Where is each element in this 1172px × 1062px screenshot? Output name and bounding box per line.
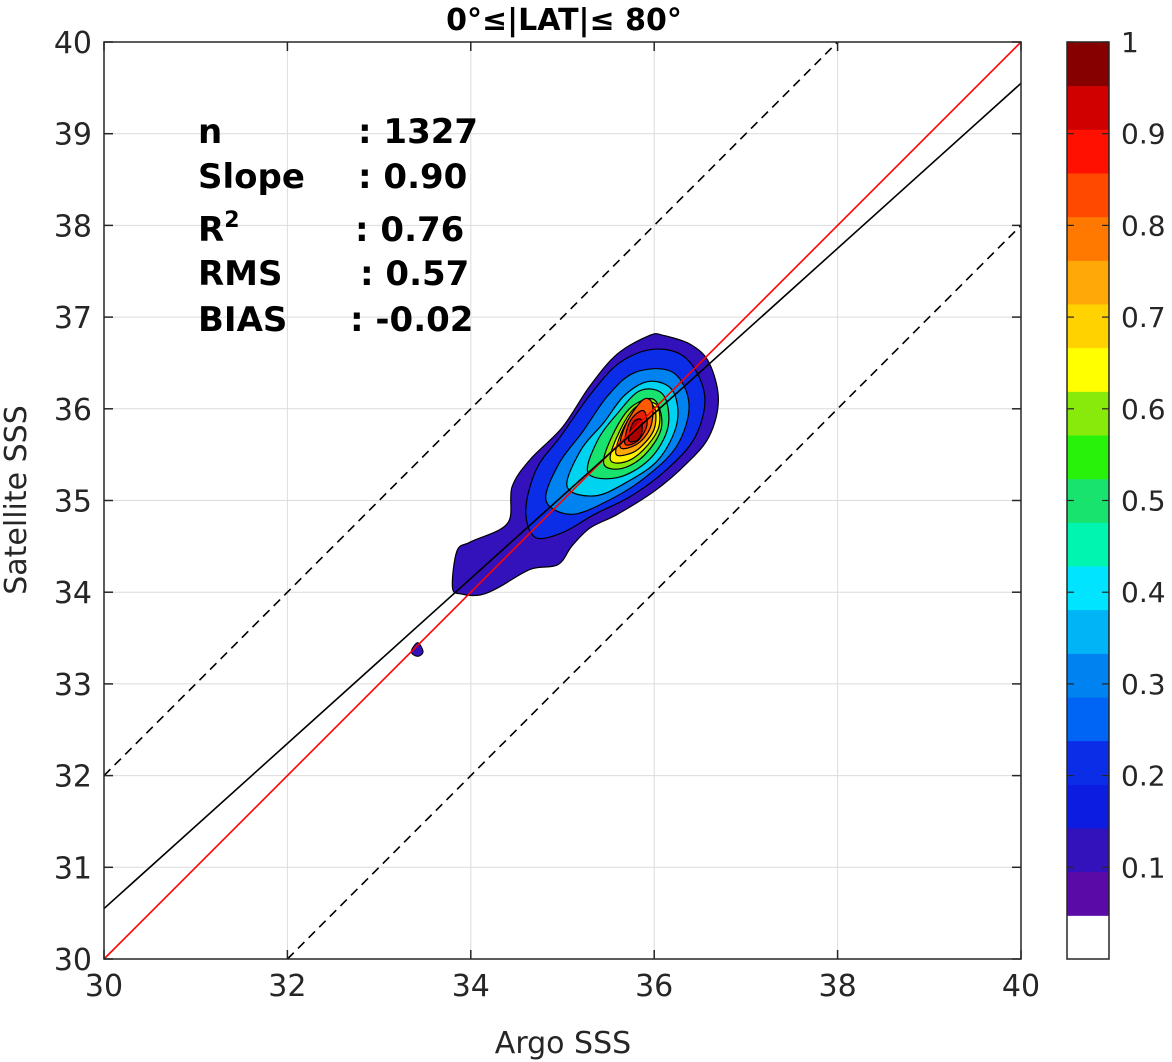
y-tick-label: 36 — [54, 393, 92, 428]
colorbar-band — [1067, 129, 1109, 174]
statistics-annotation: n : 1327 Slope : 0.90 R2 : 0.76 RMS : 0.57 BIAS:… — [198, 112, 478, 340]
colorbar-tick-label: 0.6 — [1121, 393, 1166, 426]
colorbar-band — [1067, 915, 1109, 960]
colorbar-band — [1067, 304, 1109, 349]
colorbar-tick-label: 0.9 — [1121, 118, 1166, 151]
x-axis-label: Argo SSS — [495, 1026, 631, 1061]
y-tick-label: 30 — [54, 943, 92, 978]
colorbar-band — [1067, 347, 1109, 392]
colorbar-band — [1067, 522, 1109, 567]
colorbar-band — [1067, 653, 1109, 698]
y-tick-label: 31 — [54, 851, 92, 886]
y-tick-label: 34 — [54, 576, 92, 611]
colorbar-tick-label: 0.7 — [1121, 301, 1166, 334]
chart-title: 0°≤|LAT|≤ 80° — [446, 3, 682, 38]
axis-ticks: 30 32 34 36 38 40 30 31 32 33 34 35 36 37 38 39 40 — [54, 26, 1040, 1004]
y-tick-label: 35 — [54, 485, 92, 520]
colorbar-tick-label: 0.8 — [1121, 209, 1166, 242]
stat-value: : 0.90 — [358, 157, 467, 197]
x-tick-label: 36 — [635, 969, 673, 1004]
stat-label: RMS — [198, 254, 283, 294]
y-tick-label: 33 — [54, 668, 92, 703]
colorbar-band — [1067, 173, 1109, 218]
stat-value: : 0.76 — [355, 210, 464, 250]
colorbar-band — [1067, 42, 1109, 87]
stat-label: R2 — [198, 208, 240, 250]
colorbar-band — [1067, 784, 1109, 829]
colorbar-band — [1067, 391, 1109, 436]
colorbar-band — [1067, 871, 1109, 916]
contour-outlier — [410, 642, 424, 657]
colorbar-band — [1067, 828, 1109, 873]
colorbar-tick-label: 0.3 — [1121, 668, 1166, 701]
colorbar-tick-label: 0.1 — [1121, 851, 1166, 884]
colorbar-band — [1067, 740, 1109, 785]
colorbar-tick-label: 1 — [1121, 26, 1139, 59]
stat-label: Slope — [198, 157, 305, 197]
lower-bound-line — [286, 224, 1022, 960]
upper-bound-line — [103, 41, 839, 777]
density-contours — [410, 333, 720, 657]
y-tick-label: 39 — [54, 118, 92, 153]
stat-value: : 1327 — [358, 112, 478, 152]
y-tick-label: 38 — [54, 209, 92, 244]
y-tick-label: 37 — [54, 301, 92, 336]
stat-value: : -0.02 — [350, 300, 473, 340]
y-tick-label: 40 — [54, 26, 92, 61]
colorbar-band — [1067, 260, 1109, 305]
colorbar-tick-label: 0.4 — [1121, 576, 1166, 609]
colorbar: 0.1 0.2 0.3 0.4 0.5 0.6 0.7 0.8 0.9 1 — [1066, 26, 1166, 960]
x-tick-label: 40 — [1002, 969, 1040, 1004]
y-tick-label: 32 — [54, 760, 92, 795]
colorbar-tick-label: 0.5 — [1121, 485, 1166, 518]
y-axis-label: Satellite SSS — [0, 405, 34, 595]
stat-label: BIAS — [198, 300, 287, 340]
colorbar-band — [1067, 216, 1109, 261]
colorbar-band — [1067, 697, 1109, 742]
stat-value: : 0.57 — [360, 254, 469, 294]
one-to-one-line — [103, 41, 1022, 960]
plot-area: 30 32 34 36 38 40 30 31 32 33 34 35 36 37 38 39 40 — [54, 26, 1040, 1004]
colorbar-band — [1067, 609, 1109, 654]
x-tick-label: 30 — [85, 969, 123, 1004]
reference-lines — [103, 41, 1022, 960]
stat-label-superscript: 2 — [224, 208, 239, 233]
regression-line — [103, 82, 1022, 910]
stat-label: n — [198, 112, 222, 152]
colorbar-tick-label: 0.2 — [1121, 760, 1166, 793]
x-tick-label: 34 — [452, 969, 490, 1004]
colorbar-band — [1067, 435, 1109, 480]
x-tick-label: 32 — [268, 969, 306, 1004]
colorbar-band — [1067, 566, 1109, 611]
x-tick-label: 38 — [819, 969, 857, 1004]
colorbar-band — [1067, 85, 1109, 130]
